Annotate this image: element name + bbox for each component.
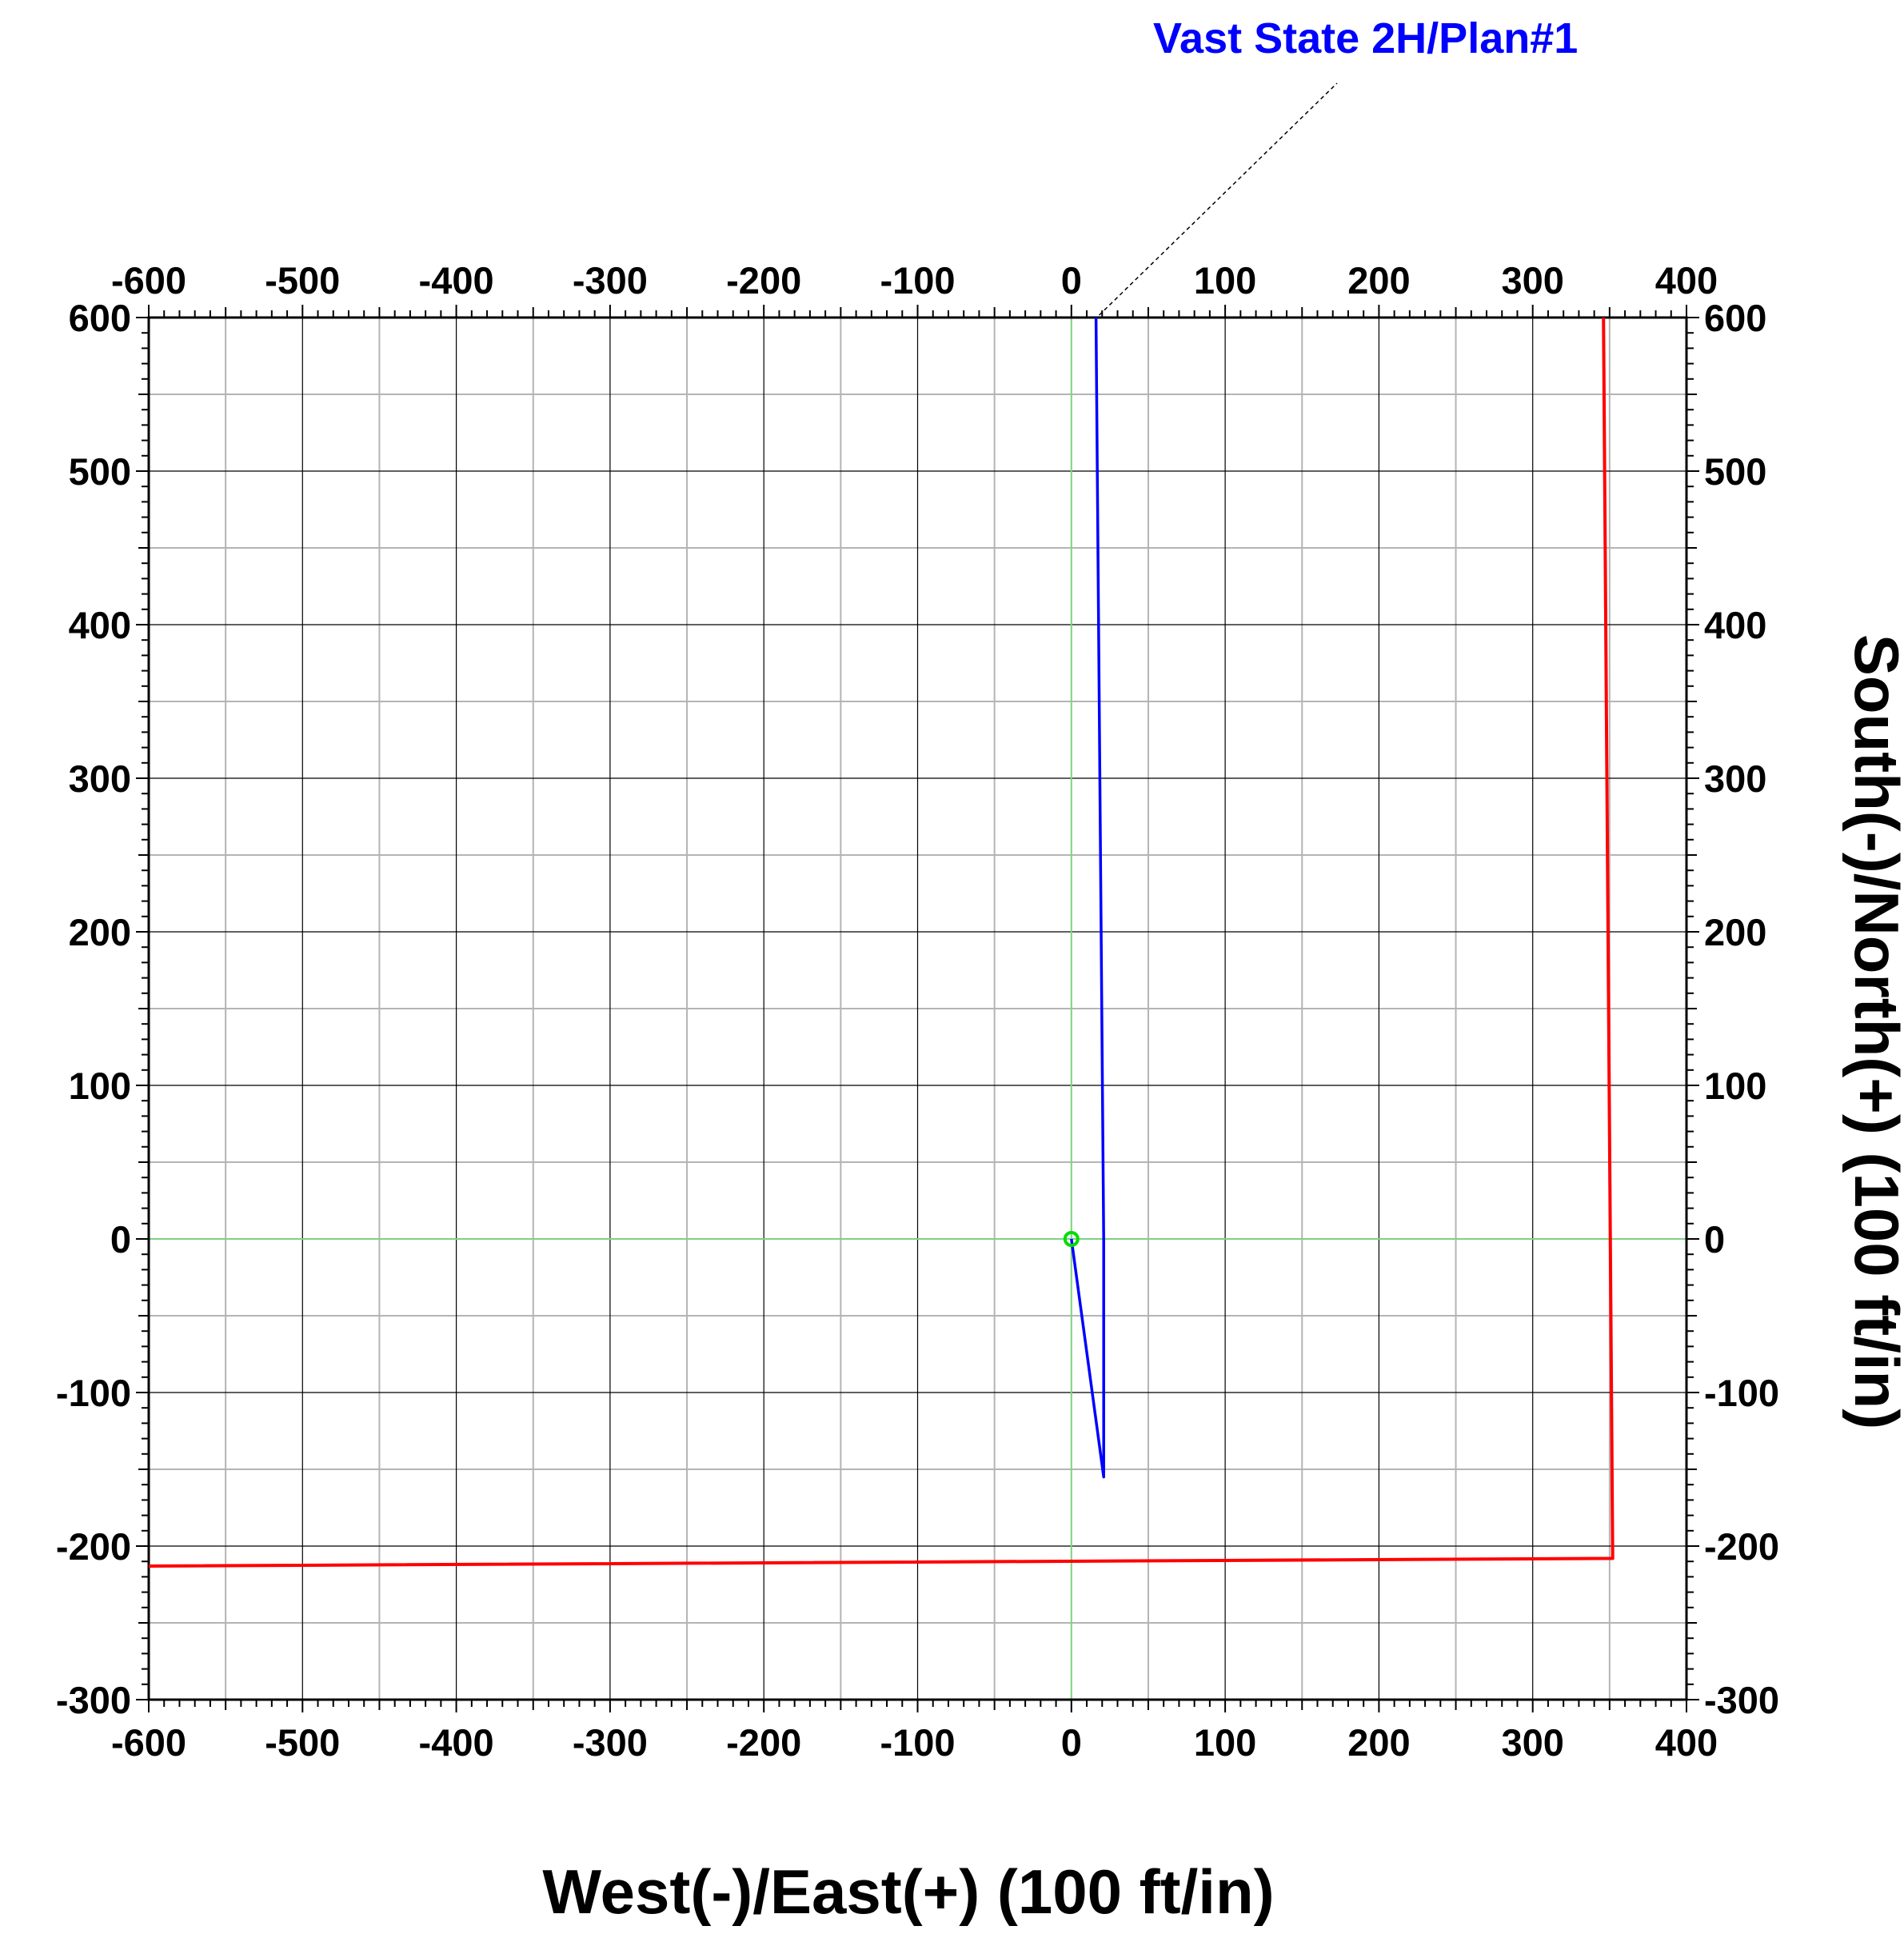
- x-tick-label-bottom: -200: [726, 1721, 801, 1764]
- y-tick-label-right: 300: [1704, 757, 1766, 800]
- x-tick-label-top: -100: [880, 259, 955, 302]
- y-tick-label-right: 600: [1704, 297, 1766, 339]
- x-tick-label-top: -600: [111, 259, 186, 302]
- x-tick-label-top: -300: [573, 259, 648, 302]
- y-tick-label-left: 100: [69, 1065, 131, 1107]
- y-tick-label-left: 400: [69, 604, 131, 646]
- y-tick-label-right: 500: [1704, 450, 1766, 493]
- y-tick-label-left: -200: [56, 1525, 131, 1568]
- origin-grid-lines: [149, 318, 1686, 1700]
- y-tick-label-right: 0: [1704, 1218, 1725, 1261]
- x-tick-label-bottom: 400: [1655, 1721, 1718, 1764]
- x-tick-label-bottom: -300: [573, 1721, 648, 1764]
- annotation-group: Vast State 2H/Plan#1: [1099, 14, 1578, 316]
- x-tick-label-bottom: 300: [1501, 1721, 1563, 1764]
- y-axis-title: South(-)/North(+) (100 ft/in): [1842, 634, 1904, 1429]
- x-axis-title: West(-)/East(+) (100 ft/in): [542, 1856, 1274, 1927]
- y-tick-label-left: 200: [69, 911, 131, 953]
- x-tick-label-top: 0: [1061, 259, 1082, 302]
- y-tick-label-right: 400: [1704, 604, 1766, 646]
- y-tick-label-left: 300: [69, 757, 131, 800]
- lease-boundary-line: [148, 317, 1615, 1568]
- y-tick-label-right: -300: [1704, 1679, 1779, 1721]
- x-tick-label-top: -500: [265, 259, 340, 302]
- x-tick-label-bottom: -500: [265, 1721, 340, 1764]
- y-tick-label-right: 200: [1704, 911, 1766, 953]
- well-path-line: [1070, 317, 1105, 1479]
- x-tick-label-bottom: 200: [1347, 1721, 1410, 1764]
- x-tick-label-bottom: 100: [1194, 1721, 1256, 1764]
- x-tick-label-bottom: -600: [111, 1721, 186, 1764]
- x-tick-label-top: -400: [419, 259, 494, 302]
- y-tick-label-right: -200: [1704, 1525, 1779, 1568]
- surface-location-marker: [1063, 1231, 1080, 1247]
- y-tick-label-left: 500: [69, 450, 131, 493]
- y-tick-labels-right: -300 -200 -100 0 100 200 300 400 500 600: [1704, 297, 1779, 1721]
- x-tick-label-top: 300: [1501, 259, 1563, 302]
- x-tick-label-bottom: -400: [419, 1721, 494, 1764]
- x-tick-label-bottom: 0: [1061, 1721, 1082, 1764]
- well-label: Vast State 2H/Plan#1: [1153, 14, 1578, 62]
- x-tick-labels-top: -600 -500 -400 -300 -200 -100 0 100 200 300 400: [111, 259, 1718, 302]
- series-group: [148, 317, 1615, 1568]
- x-tick-labels-bottom: -600 -500 -400 -300 -200 -100 0 100 200 300 400: [111, 1721, 1718, 1764]
- y-tick-label-left: -300: [56, 1679, 131, 1721]
- y-tick-label-right: -100: [1704, 1372, 1779, 1414]
- x-tick-label-bottom: -100: [880, 1721, 955, 1764]
- y-tick-labels-left: -300 -200 -100 0 100 200 300 400 500 600: [56, 297, 131, 1721]
- y-tick-label-right: 100: [1704, 1065, 1766, 1107]
- y-tick-label-left: 0: [110, 1218, 131, 1261]
- plot-frame: [147, 316, 1688, 1701]
- x-tick-label-top: 200: [1347, 259, 1410, 302]
- x-tick-label-top: 400: [1655, 259, 1718, 302]
- x-tick-label-top: -200: [726, 259, 801, 302]
- y-tick-label-left: -100: [56, 1372, 131, 1414]
- major-grid: [149, 318, 1686, 1700]
- x-tick-label-top: 100: [1194, 259, 1256, 302]
- annotation-leader-line: [1099, 82, 1338, 316]
- y-tick-label-left: 600: [69, 297, 131, 339]
